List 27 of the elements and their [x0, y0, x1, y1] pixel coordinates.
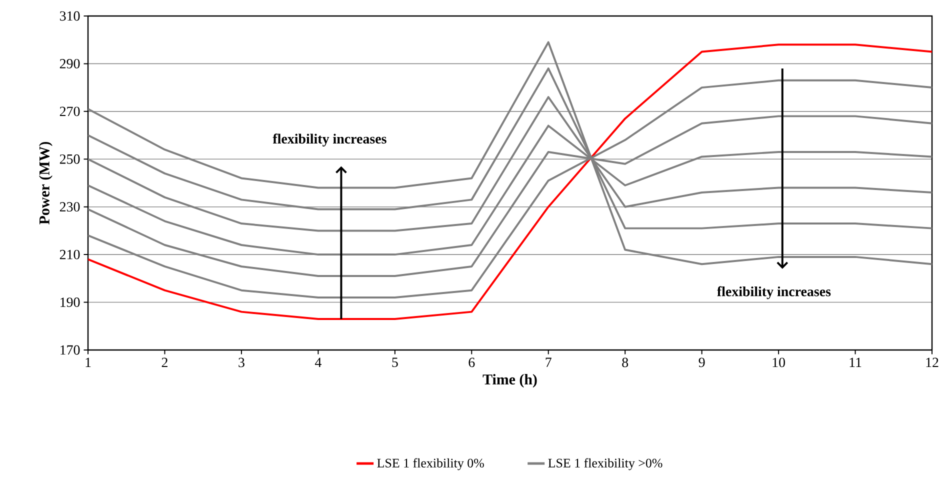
y-tick-label: 290: [60, 58, 80, 68]
annotation: flexibility increases: [272, 134, 386, 146]
x-tick-label: 1: [86, 358, 91, 367]
legend-label: LSE 1 flexibility >0%: [548, 458, 662, 470]
y-tick-label: 230: [60, 202, 80, 212]
x-tick-label: 7: [546, 358, 552, 367]
x-tick-label: 6: [468, 358, 475, 368]
x-axis-title: Time (h): [482, 374, 537, 388]
y-tick-label: 210: [60, 250, 80, 260]
y-tick-label: 270: [60, 106, 80, 116]
legend-label: LSE 1 flexibility 0%: [377, 458, 484, 470]
annotation: flexibility increases: [717, 286, 831, 300]
x-tick-label: 8: [622, 358, 628, 368]
x-tick-label: 9: [698, 358, 705, 368]
x-tick-label: 11: [850, 358, 862, 367]
y-axis-title: Power (MW): [38, 142, 52, 224]
y-tick-label: 310: [60, 11, 80, 21]
x-tick-label: 5: [392, 358, 398, 368]
y-tick-label: 170: [60, 345, 80, 355]
x-tick-label: 2: [162, 358, 168, 367]
x-tick-label: 10: [772, 358, 785, 368]
y-tick-label: 190: [60, 298, 80, 307]
x-tick-label: 12: [926, 358, 938, 367]
x-tick-label: 4: [314, 358, 322, 367]
x-tick-label: 3: [238, 358, 244, 368]
line-series: [88, 44, 932, 320]
y-tick-label: 250: [60, 154, 80, 164]
